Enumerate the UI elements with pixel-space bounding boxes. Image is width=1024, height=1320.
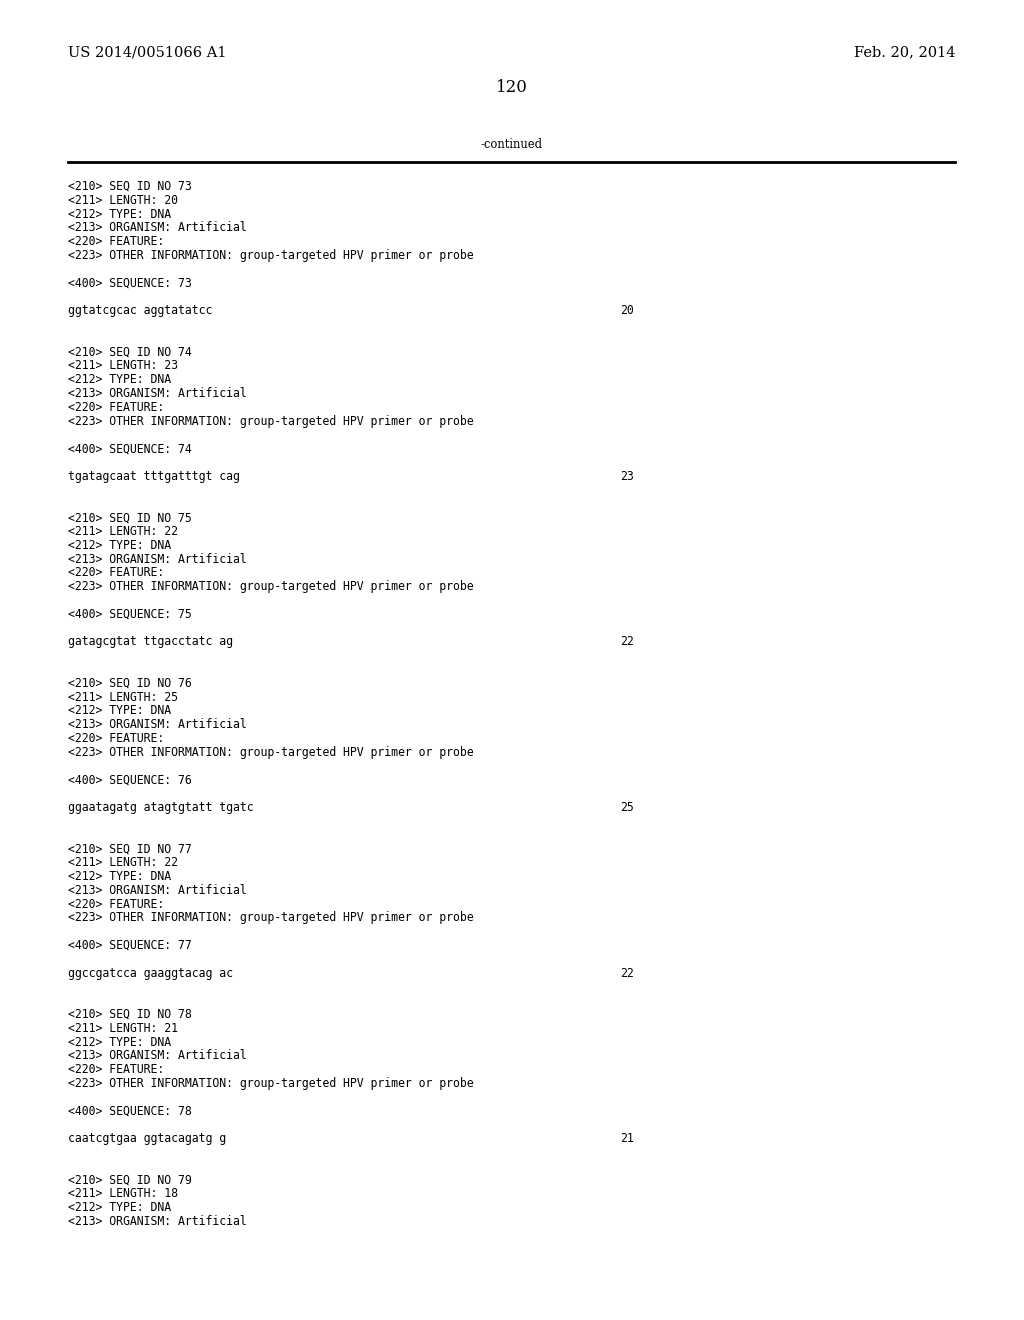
- Text: Feb. 20, 2014: Feb. 20, 2014: [853, 45, 955, 59]
- Text: <211> LENGTH: 18: <211> LENGTH: 18: [68, 1188, 178, 1200]
- Text: 22: 22: [620, 966, 634, 979]
- Text: <211> LENGTH: 21: <211> LENGTH: 21: [68, 1022, 178, 1035]
- Text: 25: 25: [620, 801, 634, 814]
- Text: <220> FEATURE:: <220> FEATURE:: [68, 733, 164, 744]
- Text: <400> SEQUENCE: 77: <400> SEQUENCE: 77: [68, 939, 191, 952]
- Text: <223> OTHER INFORMATION: group-targeted HPV primer or probe: <223> OTHER INFORMATION: group-targeted …: [68, 581, 474, 593]
- Text: <213> ORGANISM: Artificial: <213> ORGANISM: Artificial: [68, 718, 247, 731]
- Text: <212> TYPE: DNA: <212> TYPE: DNA: [68, 207, 171, 220]
- Text: caatcgtgaa ggtacagatg g: caatcgtgaa ggtacagatg g: [68, 1133, 226, 1146]
- Text: -continued: -continued: [481, 139, 543, 152]
- Text: <400> SEQUENCE: 75: <400> SEQUENCE: 75: [68, 607, 191, 620]
- Text: <400> SEQUENCE: 73: <400> SEQUENCE: 73: [68, 277, 191, 289]
- Text: <212> TYPE: DNA: <212> TYPE: DNA: [68, 374, 171, 387]
- Text: <210> SEQ ID NO 78: <210> SEQ ID NO 78: [68, 1008, 191, 1020]
- Text: <213> ORGANISM: Artificial: <213> ORGANISM: Artificial: [68, 387, 247, 400]
- Text: <223> OTHER INFORMATION: group-targeted HPV primer or probe: <223> OTHER INFORMATION: group-targeted …: [68, 911, 474, 924]
- Text: <213> ORGANISM: Artificial: <213> ORGANISM: Artificial: [68, 222, 247, 235]
- Text: <212> TYPE: DNA: <212> TYPE: DNA: [68, 870, 171, 883]
- Text: <220> FEATURE:: <220> FEATURE:: [68, 401, 164, 413]
- Text: <211> LENGTH: 22: <211> LENGTH: 22: [68, 525, 178, 539]
- Text: 23: 23: [620, 470, 634, 483]
- Text: <212> TYPE: DNA: <212> TYPE: DNA: [68, 1036, 171, 1048]
- Text: <211> LENGTH: 20: <211> LENGTH: 20: [68, 194, 178, 207]
- Text: ggccgatcca gaaggtacag ac: ggccgatcca gaaggtacag ac: [68, 966, 233, 979]
- Text: <210> SEQ ID NO 74: <210> SEQ ID NO 74: [68, 346, 191, 359]
- Text: <213> ORGANISM: Artificial: <213> ORGANISM: Artificial: [68, 884, 247, 896]
- Text: <212> TYPE: DNA: <212> TYPE: DNA: [68, 1201, 171, 1214]
- Text: ggaatagatg atagtgtatt tgatc: ggaatagatg atagtgtatt tgatc: [68, 801, 254, 814]
- Text: gatagcgtat ttgacctatc ag: gatagcgtat ttgacctatc ag: [68, 635, 233, 648]
- Text: tgatagcaat tttgatttgt cag: tgatagcaat tttgatttgt cag: [68, 470, 240, 483]
- Text: 22: 22: [620, 635, 634, 648]
- Text: <220> FEATURE:: <220> FEATURE:: [68, 898, 164, 911]
- Text: <212> TYPE: DNA: <212> TYPE: DNA: [68, 539, 171, 552]
- Text: <213> ORGANISM: Artificial: <213> ORGANISM: Artificial: [68, 1214, 247, 1228]
- Text: <220> FEATURE:: <220> FEATURE:: [68, 235, 164, 248]
- Text: <223> OTHER INFORMATION: group-targeted HPV primer or probe: <223> OTHER INFORMATION: group-targeted …: [68, 1077, 474, 1090]
- Text: <223> OTHER INFORMATION: group-targeted HPV primer or probe: <223> OTHER INFORMATION: group-targeted …: [68, 414, 474, 428]
- Text: <210> SEQ ID NO 73: <210> SEQ ID NO 73: [68, 180, 191, 193]
- Text: <220> FEATURE:: <220> FEATURE:: [68, 566, 164, 579]
- Text: ggtatcgcac aggtatatcc: ggtatcgcac aggtatatcc: [68, 304, 212, 317]
- Text: <213> ORGANISM: Artificial: <213> ORGANISM: Artificial: [68, 1049, 247, 1063]
- Text: <223> OTHER INFORMATION: group-targeted HPV primer or probe: <223> OTHER INFORMATION: group-targeted …: [68, 746, 474, 759]
- Text: <211> LENGTH: 23: <211> LENGTH: 23: [68, 359, 178, 372]
- Text: <210> SEQ ID NO 75: <210> SEQ ID NO 75: [68, 511, 191, 524]
- Text: <211> LENGTH: 25: <211> LENGTH: 25: [68, 690, 178, 704]
- Text: <210> SEQ ID NO 76: <210> SEQ ID NO 76: [68, 677, 191, 690]
- Text: <400> SEQUENCE: 74: <400> SEQUENCE: 74: [68, 442, 191, 455]
- Text: <211> LENGTH: 22: <211> LENGTH: 22: [68, 857, 178, 869]
- Text: <213> ORGANISM: Artificial: <213> ORGANISM: Artificial: [68, 553, 247, 565]
- Text: <210> SEQ ID NO 79: <210> SEQ ID NO 79: [68, 1173, 191, 1187]
- Text: <220> FEATURE:: <220> FEATURE:: [68, 1063, 164, 1076]
- Text: 20: 20: [620, 304, 634, 317]
- Text: US 2014/0051066 A1: US 2014/0051066 A1: [68, 45, 226, 59]
- Text: <223> OTHER INFORMATION: group-targeted HPV primer or probe: <223> OTHER INFORMATION: group-targeted …: [68, 249, 474, 261]
- Text: 120: 120: [496, 79, 528, 96]
- Text: <400> SEQUENCE: 76: <400> SEQUENCE: 76: [68, 774, 191, 787]
- Text: <400> SEQUENCE: 78: <400> SEQUENCE: 78: [68, 1105, 191, 1118]
- Text: <210> SEQ ID NO 77: <210> SEQ ID NO 77: [68, 842, 191, 855]
- Text: 21: 21: [620, 1133, 634, 1146]
- Text: <212> TYPE: DNA: <212> TYPE: DNA: [68, 705, 171, 717]
